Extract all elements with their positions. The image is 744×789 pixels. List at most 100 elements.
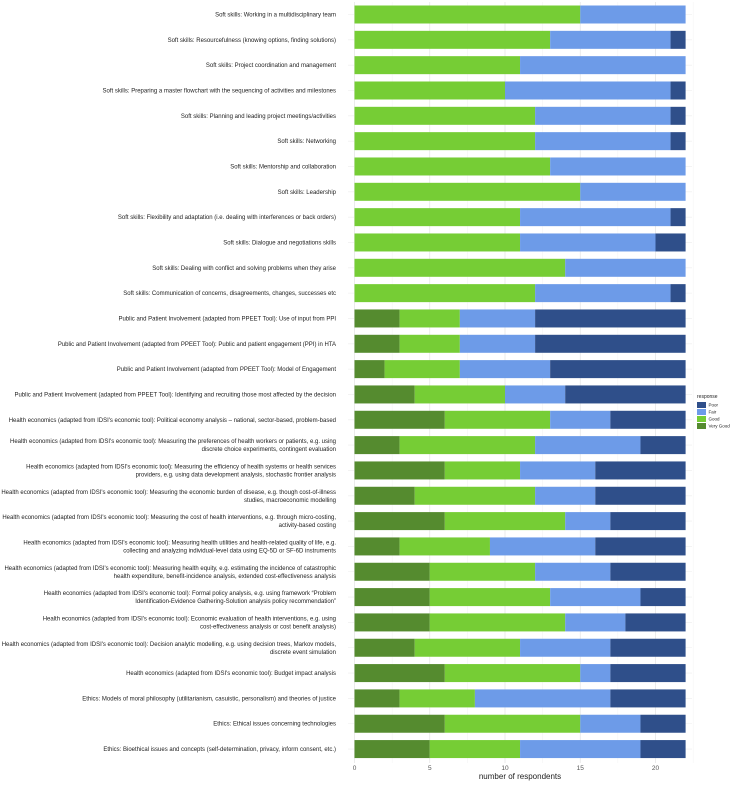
bar-segment-good [444, 461, 521, 480]
bar-segment-fair [505, 385, 566, 404]
bar-segment-good [399, 689, 475, 708]
category-label: Public and Patient Involvement (adapted … [14, 392, 336, 398]
bar-segment-very-good [354, 486, 415, 505]
category-label: Soft skills: Planning and leading projec… [181, 114, 336, 120]
legend-label-fair: Fair [709, 410, 717, 415]
category-label: Identification-Evidence Gathering-Soluti… [135, 599, 336, 605]
bar-segment-fair [520, 56, 686, 75]
bar-segment-good [354, 157, 551, 176]
category-label: Health economics (adapted from IDSI's ec… [126, 671, 336, 677]
bar-segment-fair [550, 157, 686, 176]
category-label: Soft skills: Resourcefulness (knowing op… [168, 38, 336, 44]
bar-segment-fair [535, 106, 671, 125]
legend: response Poor Fair Good Very Good [697, 394, 730, 429]
bar-segment-poor [670, 208, 686, 227]
bar-segment-poor [565, 385, 686, 404]
category-label: Public and Patient Involvement (adapted … [58, 342, 336, 348]
category-label: Health economics (adapted from IDSI's ec… [43, 616, 336, 622]
bar-segment-poor [595, 486, 686, 505]
bar-segment-good [354, 5, 581, 24]
bar-segment-very-good [354, 740, 430, 759]
category-label: Soft skills: Dealing with conflict and s… [152, 266, 336, 272]
bar-segment-fair [520, 740, 641, 759]
bar-segment-fair [550, 30, 671, 49]
legend-label-very-good: Very Good [709, 424, 731, 429]
bar-segment-fair [459, 309, 536, 328]
bar-segment-fair [520, 233, 656, 252]
category-label: Soft skills: Dialogue and negotiations s… [223, 240, 336, 246]
category-label: Soft skills: Preparing a master flowchar… [103, 88, 336, 94]
bar-segment-very-good [354, 613, 430, 632]
bar-segment-poor [550, 360, 686, 379]
bar-segment-very-good [354, 588, 430, 607]
category-label: Health economics (adapted from IDSI's ec… [4, 566, 336, 572]
bar-segment-poor [535, 334, 686, 353]
bar-segment-fair [520, 461, 596, 480]
bar-segment-poor [625, 613, 686, 632]
legend-label-poor: Poor [709, 403, 719, 408]
category-label: Soft skills: Project coordination and ma… [206, 63, 336, 69]
bar-segment-poor [670, 81, 686, 100]
legend-swatch-poor [697, 402, 706, 408]
bar-segment-fair [550, 410, 611, 429]
x-tick-label: 5 [428, 765, 432, 772]
category-label: Health economics (adapted from IDSI's ec… [1, 490, 336, 496]
bar-segment-poor [640, 436, 686, 455]
bar-segment-very-good [354, 638, 415, 657]
category-label: studies, macroeconomic modelling [244, 498, 336, 504]
bar-segment-fair [505, 81, 671, 100]
category-label: Soft skills: Flexibility and adaptation … [118, 215, 336, 221]
bar-segment-fair [489, 537, 596, 556]
bar-segment-good [354, 56, 521, 75]
bar-segment-fair [459, 360, 551, 379]
category-label: discrete choice experiments, contingent … [202, 447, 336, 453]
bar-segment-poor [610, 664, 686, 683]
category-label: Ethics: Bioethical issues and concepts (… [103, 747, 336, 753]
bar-segment-very-good [354, 360, 385, 379]
bar-segment-fair [535, 284, 671, 303]
bar-segment-very-good [354, 512, 445, 531]
bar-segment-good [429, 588, 551, 607]
bar-segment-good [414, 638, 521, 657]
bar-segment-fair [565, 613, 626, 632]
bar-segment-fair [580, 182, 686, 201]
bar-segment-fair [459, 334, 536, 353]
bar-segment-poor [640, 714, 686, 733]
bar-segment-fair [535, 132, 671, 151]
x-axis-title: number of respondents [479, 772, 561, 781]
bar-segment-poor [610, 512, 686, 531]
bar-segment-good [354, 208, 521, 227]
bar-segment-very-good [354, 689, 400, 708]
bar-segment-fair [535, 562, 611, 581]
bar-segment-good [354, 233, 521, 252]
bar-segment-very-good [354, 562, 430, 581]
category-label: Soft skills: Communication of concerns, … [123, 291, 336, 297]
legend-swatch-fair [697, 409, 706, 415]
bar-segment-poor [670, 132, 686, 151]
category-label: Public and Patient Involvement (adapted … [117, 367, 337, 373]
category-label: Soft skills: Networking [277, 139, 336, 145]
category-label: cost-effectiveness analysis or cost bene… [200, 624, 336, 630]
bar-segment-good [444, 714, 581, 733]
category-label: activity-based costing [279, 523, 336, 529]
bar-segment-fair [580, 5, 686, 24]
bar-segment-good [354, 284, 536, 303]
category-label: Health economics (adapted from IDSI's ec… [2, 515, 336, 521]
bar-segment-good [354, 30, 551, 49]
category-label: Health economics (adapted from IDSI's ec… [26, 464, 336, 470]
bar-segment-very-good [354, 410, 445, 429]
bar-segment-good [414, 385, 505, 404]
legend-swatch-very-good [697, 423, 706, 429]
bar-segment-fair [550, 588, 641, 607]
bar-segment-poor [610, 410, 686, 429]
bar-segment-fair [520, 208, 671, 227]
bar-segment-poor [640, 740, 686, 759]
bar-segment-good [429, 613, 566, 632]
bar-segment-good [444, 664, 581, 683]
bar-segment-poor [610, 562, 686, 581]
category-label: Soft skills: Working in a multidisciplin… [215, 13, 336, 19]
bar-segment-good [444, 410, 551, 429]
legend-label-good: Good [709, 417, 721, 422]
bar-segment-poor [640, 588, 686, 607]
